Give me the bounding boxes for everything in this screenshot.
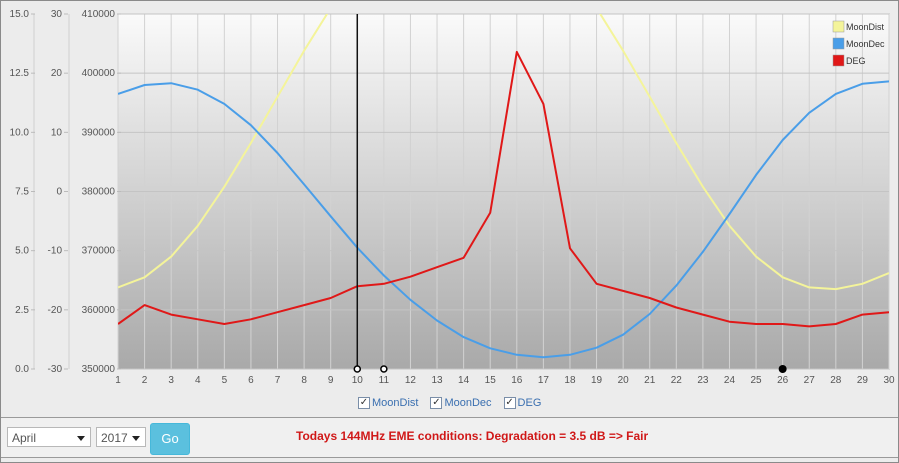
x-tick-label: 23: [697, 375, 709, 386]
dist-axis-tick-label: 370000: [82, 246, 116, 257]
legend-label-moondist: MoonDist: [846, 22, 885, 32]
dist-axis-tick-label: 410000: [82, 9, 116, 20]
series-line-deg: [118, 50, 889, 328]
legend-swatch-moondist: [832, 20, 845, 33]
x-tick-label: 14: [458, 375, 470, 386]
dist-axis-tick-label: 390000: [82, 127, 116, 138]
eme-chart: 1 2 3 4 5 6 7 8 9 10 11 12 13 14 15 16 17 18 19 20 21 22 23 24 2…: [10, 9, 895, 386]
x-tick-label: 21: [644, 375, 656, 386]
x-tick-label: 29: [857, 375, 869, 386]
x-tick-label: 30: [883, 375, 895, 386]
x-tick-label: 5: [222, 375, 228, 386]
dec-axis-tick-label: 20: [51, 68, 63, 79]
toggle-moondec[interactable]: ✓ MoonDec: [430, 397, 492, 409]
series-toggles: ✓ MoonDist ✓ MoonDec ✓ DEG: [358, 397, 541, 409]
dist-axis-tick-label: 400000: [82, 68, 116, 79]
deg-axis-tick-label: 10.0: [10, 127, 30, 138]
chevron-down-icon: [132, 436, 140, 441]
x-tick-label: 12: [405, 375, 417, 386]
checkbox-deg[interactable]: ✓: [503, 397, 516, 409]
x-tick-label: 16: [511, 375, 523, 386]
cursor-layer: [353, 14, 787, 373]
dec-axis-tick-label: -20: [48, 305, 63, 316]
x-tick-label: 7: [275, 375, 281, 386]
control-bar: April 2017 Go Todays 144MHz EME conditio…: [1, 417, 898, 458]
toggle-label-moondist: MoonDist: [372, 397, 419, 409]
checkbox-moondec[interactable]: ✓: [430, 397, 443, 409]
x-tick-label: 22: [671, 375, 683, 386]
x-tick-label: 17: [538, 375, 550, 386]
dist-axis-tick-label: 380000: [82, 187, 116, 198]
dec-axis-tick-label: 0: [56, 187, 62, 198]
x-tick-label: 15: [485, 375, 497, 386]
series-lines: [118, 14, 889, 359]
toggle-label-moondec: MoonDec: [444, 397, 492, 409]
toggle-deg[interactable]: ✓ DEG: [503, 397, 542, 409]
x-tick-label: 24: [724, 375, 736, 386]
x-tick-label: 11: [379, 375, 390, 386]
legend-label-moondec: MoonDec: [846, 39, 885, 49]
x-tick-label: 2: [142, 375, 148, 386]
toggle-label-deg: DEG: [517, 397, 542, 409]
x-tick-label: 20: [618, 375, 630, 386]
x-tick-label: 8: [301, 375, 307, 386]
go-button[interactable]: Go: [150, 423, 190, 455]
x-tick-label: 3: [168, 375, 174, 386]
x-tick-label: 4: [195, 375, 201, 386]
x-tick-label: 6: [248, 375, 254, 386]
dec-axis-tick-label: 10: [51, 127, 63, 138]
dist-axis-tick-label: 350000: [82, 364, 116, 375]
x-tick-label: 19: [591, 375, 603, 386]
dec-axis-tick-label: 30: [51, 9, 63, 20]
legend-swatch-moondec: [832, 37, 845, 50]
toggle-moondist[interactable]: ✓ MoonDist: [358, 397, 418, 409]
month-select-value: April: [12, 431, 37, 445]
moon-event-marker: [778, 365, 787, 373]
deg-axis-tick-label: 12.5: [10, 68, 30, 79]
series-line-moondec: [118, 80, 889, 359]
series-line-moondist: [118, 14, 889, 291]
dec-axis-tick-label: -30: [48, 364, 63, 375]
x-tick-label: 18: [564, 375, 576, 386]
legend-label-deg: DEG: [846, 56, 866, 66]
bottom-divider: [1, 457, 898, 458]
deg-axis-tick-label: 0.0: [15, 364, 29, 375]
legend[interactable]: MoonDist MoonDec DEG: [832, 20, 885, 67]
month-select[interactable]: April: [7, 427, 91, 447]
x-tick-label: 25: [751, 375, 763, 386]
deg-axis-tick-label: 2.5: [15, 305, 29, 316]
axes: 1 2 3 4 5 6 7 8 9 10 11 12 13 14 15 16 17 18 19 20 21 22 23 24 2…: [10, 9, 895, 386]
x-tick-label: 28: [830, 375, 842, 386]
dec-axis-tick-label: -10: [48, 246, 63, 257]
x-tick-label: 1: [115, 375, 121, 386]
year-select-value: 2017: [101, 431, 128, 445]
x-tick-label: 10: [352, 375, 364, 386]
dist-axis-tick-label: 360000: [82, 305, 116, 316]
eme-status-text: Todays 144MHz EME conditions: Degradatio…: [296, 429, 649, 443]
checkbox-moondist[interactable]: ✓: [358, 397, 370, 409]
deg-axis-tick-label: 15.0: [10, 9, 30, 20]
x-tick-label: 13: [431, 375, 443, 386]
x-tick-label: 9: [328, 375, 334, 386]
moon-event-marker: [353, 365, 362, 373]
chevron-down-icon: [77, 436, 85, 441]
year-select[interactable]: 2017: [96, 427, 146, 447]
x-tick-label: 27: [804, 375, 816, 386]
deg-axis-tick-label: 7.5: [15, 187, 29, 198]
moon-event-marker: [380, 365, 388, 373]
deg-axis-tick-label: 5.0: [15, 246, 29, 257]
x-tick-label: 26: [777, 375, 789, 386]
legend-swatch-deg: [832, 54, 845, 67]
